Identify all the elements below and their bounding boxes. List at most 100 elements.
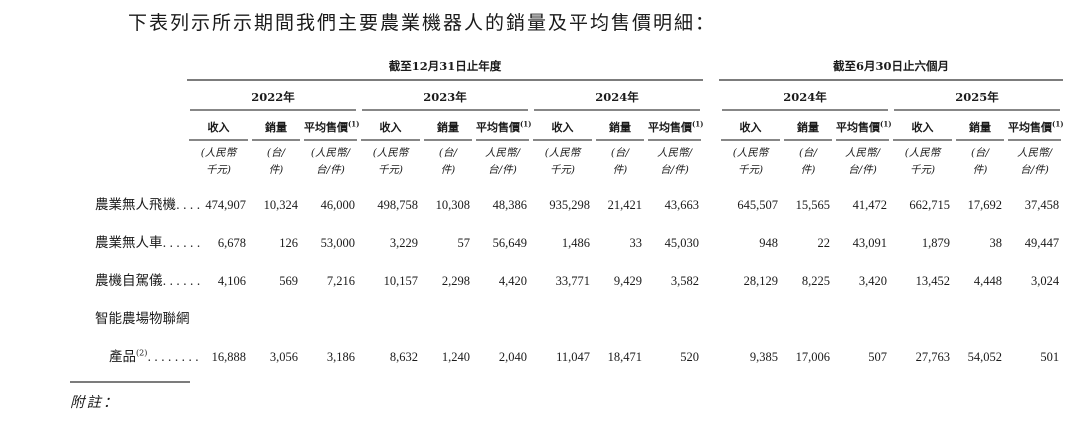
table-cell: 10,324 — [263, 197, 298, 212]
unit-line-1: (人民幣 — [200, 147, 237, 159]
row-label-text: 農業無人車 — [95, 234, 163, 251]
table-cell: 3,420 — [858, 273, 888, 288]
year-header-label: 2022年 — [190, 81, 356, 111]
metric-text: 收入 — [911, 121, 934, 134]
table-cell: 27,763 — [915, 349, 951, 364]
unit-header-row: (人民幣 千元) (台/件) (人民幣/台/件) (人民幣 千元) (台/件) 人民幣/台/件… — [95, 141, 1063, 179]
table-row: 農業無人飛機.... 474,907 10,324 46,000 498,758 10,3… — [95, 179, 1063, 222]
leader-dots: ........ — [147, 349, 202, 364]
table-cell: 18,471 — [607, 349, 642, 364]
year-header: 2022年 — [187, 81, 359, 111]
table-cell: 6,678 — [217, 235, 246, 250]
group-gap — [703, 56, 719, 81]
table-cell: 3,024 — [1030, 273, 1060, 288]
metric-header-asp: 平均售價(1) — [834, 111, 892, 141]
table-cell: 8,632 — [389, 349, 418, 364]
metric-text: 銷量 — [609, 121, 631, 134]
table-cell: 8,225 — [801, 273, 831, 288]
metric-header-label: 銷量 — [956, 111, 1005, 141]
table-header: 截至12月31日止年度 截至6月30日止六個月 2022年 2023年 2024年 2… — [95, 56, 1064, 179]
label-col-spacer — [95, 56, 187, 81]
table-cell — [594, 298, 646, 336]
year-header-row: 2022年 2023年 2024年 2024年 2025年 — [95, 81, 1063, 111]
table-cell: 43,663 — [664, 197, 700, 212]
unit-label: (人民幣千元) — [187, 141, 250, 179]
asp-footnote-marker: (1) — [348, 119, 360, 129]
metric-header-volume: 銷量 — [782, 111, 834, 141]
unit-line-1: (人民幣/ — [310, 147, 351, 159]
metric-header-label: 收入 — [721, 111, 781, 141]
metric-header-volume: 銷量 — [594, 111, 646, 141]
metric-header-volume: 銷量 — [954, 111, 1006, 141]
table-cell: 126 — [279, 235, 298, 250]
metric-header-label: 收入 — [893, 111, 953, 141]
row-label-text: 產品 — [109, 348, 136, 365]
table-cell: 3,582 — [670, 273, 700, 288]
group-gap — [703, 141, 719, 179]
table-cell: 43,091 — [852, 235, 888, 250]
metric-header-label: 平均售價(1) — [836, 111, 892, 141]
unit-label: (台/件) — [782, 141, 834, 179]
metric-header-revenue: 收入 — [891, 111, 954, 141]
unit-line-1: 人民幣/ — [1017, 147, 1053, 159]
table-cell: 3,056 — [269, 349, 298, 364]
metric-header-label: 平均售價(1) — [1008, 111, 1064, 141]
unit-label: 人民幣/台/件) — [1006, 141, 1063, 179]
table-cell: 1,879 — [921, 235, 951, 250]
table-cell: 46,000 — [320, 197, 355, 212]
table-cell: 45,030 — [664, 235, 700, 250]
group-gap — [703, 179, 719, 222]
table-cell: 22 — [817, 235, 831, 250]
table-cell: 520 — [680, 349, 700, 364]
metric-header-asp: 平均售價(1) — [302, 111, 360, 141]
metric-header-revenue: 收入 — [719, 111, 782, 141]
metric-text: 平均售價 — [648, 121, 692, 134]
table-cell: 57 — [457, 235, 471, 250]
metric-header-revenue: 收入 — [187, 111, 250, 141]
metric-text: 收入 — [551, 121, 574, 134]
table-cell: 10,308 — [435, 197, 470, 212]
unit-label: (人民幣 千元) — [359, 141, 422, 179]
unit-line-1: (台/ — [970, 147, 990, 159]
period-group-annual: 截至12月31日止年度 — [187, 56, 704, 81]
row-label: 農業無人飛機.... — [95, 179, 200, 222]
table-cell: 501 — [1040, 349, 1060, 364]
group-gap — [703, 260, 719, 298]
table-cell: 1,240 — [441, 349, 470, 364]
row-label-text: 智能農場物聯網 — [95, 310, 190, 327]
table-cell: 13,452 — [915, 273, 951, 288]
table-cell: 474,907 — [205, 197, 246, 212]
year-header-label: 2023年 — [362, 81, 528, 111]
year-header: 2025年 — [891, 81, 1063, 111]
unit-line-2: 台/件) — [660, 163, 689, 176]
table-cell — [302, 298, 359, 336]
table-cell: 16,888 — [211, 349, 246, 364]
unit-label: (人民幣 千元) — [531, 141, 594, 179]
table-cell: 33,771 — [555, 273, 590, 288]
table-row: 智能農場物聯網 — [95, 298, 1063, 336]
table-cell: 569 — [279, 273, 298, 288]
group-gap — [703, 111, 719, 141]
unit-line-1: (台/ — [798, 147, 818, 159]
label-col-spacer — [95, 141, 187, 179]
table-cell: 9,385 — [749, 349, 779, 364]
asp-footnote-marker: (1) — [1052, 119, 1064, 129]
table-cell: 7,216 — [326, 273, 355, 288]
year-header-label: 2024年 — [722, 81, 889, 111]
unit-line-1: 人民幣/ — [484, 147, 521, 159]
table-cell — [474, 298, 531, 336]
unit-line-2: 千元) — [205, 163, 232, 176]
unit-label: 人民幣/台/件) — [646, 141, 703, 179]
table-cell: 2,298 — [441, 273, 470, 288]
unit-label: (人民幣/台/件) — [302, 141, 359, 179]
unit-line-1: (人民幣 — [372, 147, 409, 159]
table-cell: 21,421 — [607, 197, 642, 212]
table-cell — [646, 298, 703, 336]
metric-header-label: 收入 — [361, 111, 420, 141]
group-gap — [703, 222, 719, 260]
table-cell: 507 — [868, 349, 888, 364]
table-cell — [359, 298, 422, 336]
table-cell: 645,507 — [737, 197, 779, 212]
table-cell: 9,429 — [613, 273, 642, 288]
table-cell — [1006, 298, 1063, 336]
